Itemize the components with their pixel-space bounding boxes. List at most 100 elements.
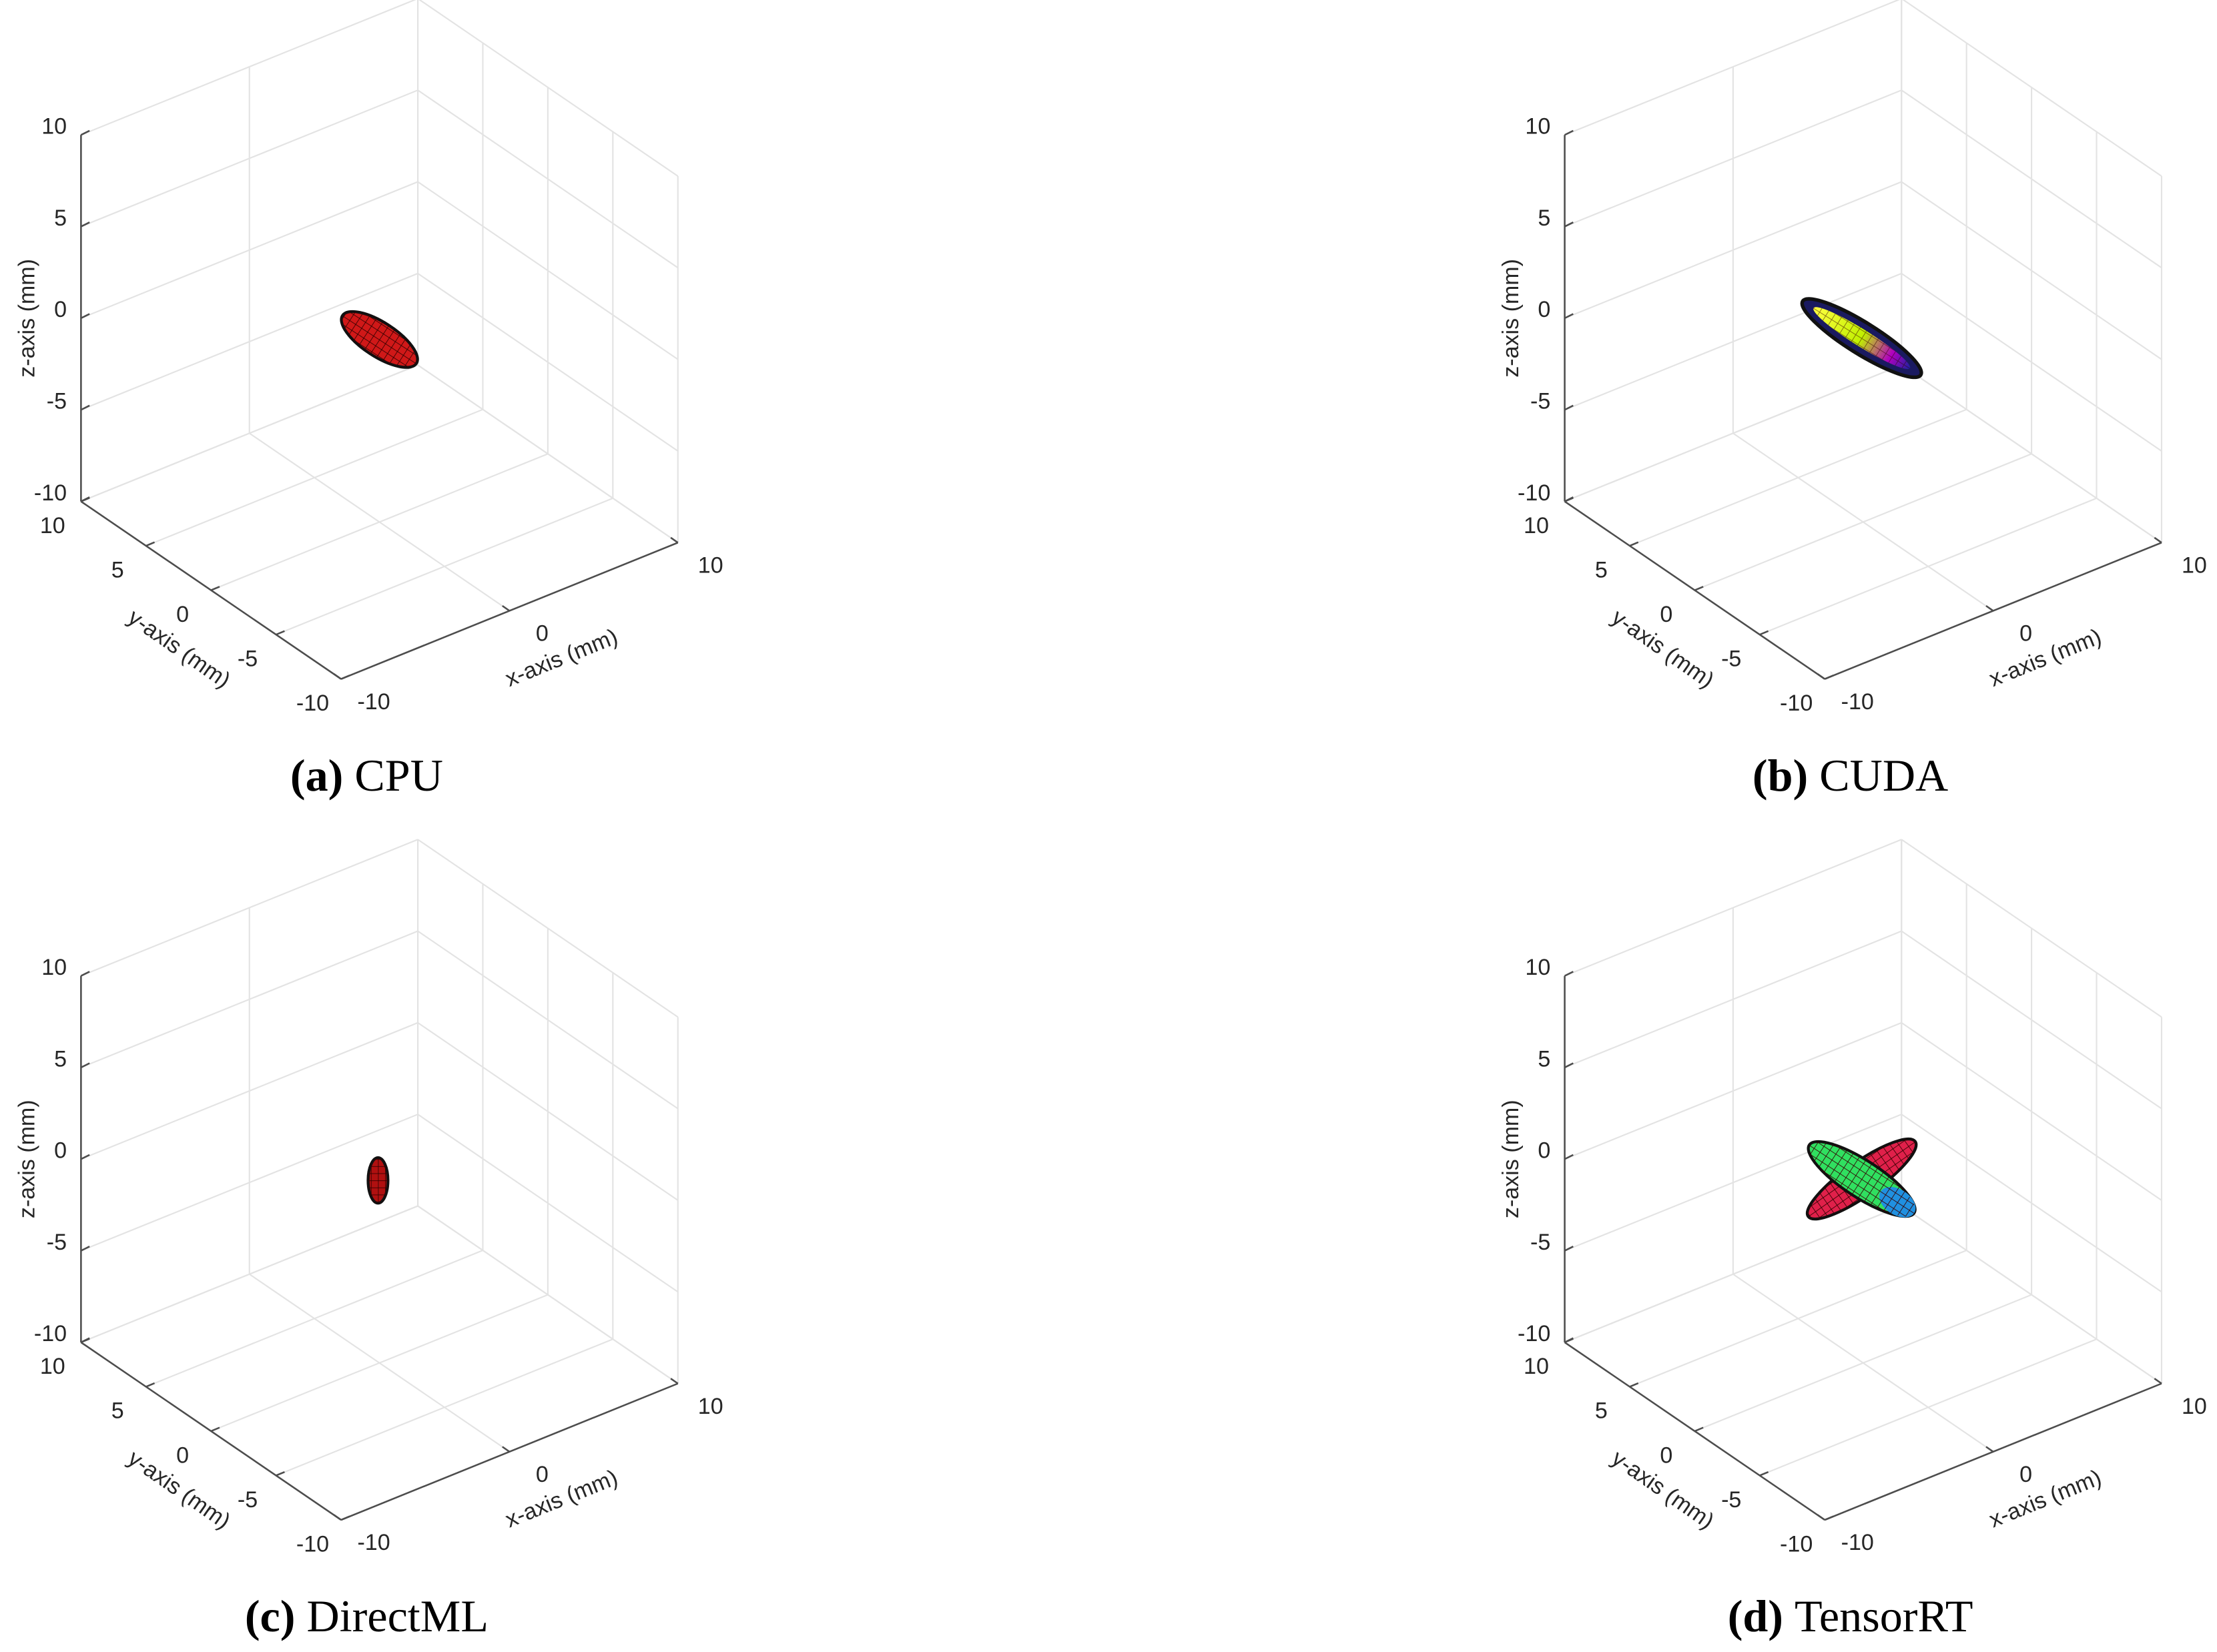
caption-text: CPU <box>354 749 443 800</box>
tick-mark <box>80 1154 90 1160</box>
grid-line <box>80 364 418 502</box>
tick-mark <box>80 497 90 502</box>
grid-line <box>145 1250 483 1388</box>
grid-line <box>1564 1205 1902 1343</box>
grid-line <box>1902 0 2162 177</box>
z-axis-label: z-axis (mm) <box>1498 259 1524 378</box>
tick-mark <box>80 129 90 136</box>
panel-label: (c) <box>245 1591 296 1641</box>
caption-text: CUDA <box>1819 749 1948 800</box>
z-tick-label: -5 <box>1530 1230 1550 1255</box>
grid-line <box>1901 272 2162 452</box>
y-tick-label: -5 <box>1721 1487 1741 1513</box>
grid-line <box>80 839 418 977</box>
z-axis-label: z-axis (mm) <box>1498 1100 1524 1218</box>
tick-mark <box>1817 673 1825 680</box>
x-tick-label: 0 <box>536 1462 549 1487</box>
z-tick-label: 10 <box>1525 955 1550 980</box>
y-tick-label: 5 <box>1595 1398 1608 1424</box>
tick-mark <box>1759 1471 1769 1477</box>
grid-line <box>1901 1114 2162 1293</box>
y-tick-label: -5 <box>238 646 258 671</box>
caption-text: TensorRT <box>1795 1591 1973 1641</box>
caption: (d) TensorRT <box>1728 1591 1973 1641</box>
y-tick-label: 10 <box>1524 1354 1549 1379</box>
z-tick-label: -10 <box>1518 480 1550 506</box>
grid-line <box>80 0 416 136</box>
tick-mark <box>340 675 350 680</box>
grid-line <box>210 1294 549 1432</box>
tick-mark <box>1824 675 1834 680</box>
z-tick-label: 0 <box>1538 297 1550 322</box>
caption: (c) DirectML <box>245 1591 489 1641</box>
panel-label: (b) <box>1753 749 1808 800</box>
y-tick-label: -10 <box>296 1531 329 1557</box>
tick-mark <box>145 541 155 547</box>
tick-mark <box>670 1378 679 1384</box>
y-tick-label: 10 <box>40 1354 65 1379</box>
z-tick-label: -10 <box>34 480 67 506</box>
tick-mark <box>502 1446 511 1453</box>
grid-line <box>1564 930 1902 1068</box>
tick-mark <box>276 1471 285 1477</box>
tick-mark <box>210 586 220 591</box>
x-tick-label: 10 <box>698 552 723 578</box>
z-tick-label: 0 <box>54 1138 67 1164</box>
tick-mark <box>80 222 90 228</box>
grid-line <box>1564 89 1902 228</box>
grid-line <box>1564 272 1902 411</box>
tick-mark <box>1629 1382 1639 1388</box>
y-tick-label: 5 <box>111 557 124 582</box>
grid-line <box>1564 1114 1902 1252</box>
surface <box>340 297 1923 1221</box>
grid-line <box>1564 839 1902 977</box>
z-tick-label: -5 <box>47 389 67 414</box>
grid-line <box>1901 1205 2162 1384</box>
y-tick-label: 0 <box>176 602 189 627</box>
caption: (b) CUDA <box>1753 749 1948 800</box>
tick-mark <box>145 1382 155 1388</box>
z-tick-label: 10 <box>1525 114 1550 139</box>
y-tick-label: 0 <box>1660 1442 1672 1468</box>
caption-text: DirectML <box>307 1591 489 1641</box>
z-tick-label: 5 <box>54 1046 67 1072</box>
x-tick-label: 10 <box>698 1394 723 1419</box>
tick-mark <box>80 313 90 320</box>
y-tick-label: -10 <box>1780 1531 1813 1557</box>
x-tick-label: -10 <box>357 1530 390 1555</box>
grid-line <box>1901 89 2162 269</box>
tick-mark <box>80 404 90 411</box>
grid-line <box>210 453 549 591</box>
x-tick-label: -10 <box>1841 689 1874 715</box>
grid-line <box>1694 453 2032 591</box>
y-tick-label: -10 <box>296 691 329 716</box>
tick-mark <box>502 604 511 612</box>
x-tick-label: 10 <box>2182 1394 2207 1419</box>
x-tick-label: 0 <box>2019 1462 2032 1487</box>
y-tick-label: 10 <box>1524 513 1549 538</box>
z-tick-label: 5 <box>54 205 67 231</box>
tick-mark <box>1629 541 1639 547</box>
y-tick-label: 10 <box>40 513 65 538</box>
tick-mark <box>1694 1426 1704 1432</box>
grid-line <box>417 930 679 1110</box>
tick-mark <box>1985 604 1994 612</box>
panel-label: (d) <box>1728 1591 1783 1641</box>
tick-mark <box>1564 1246 1574 1252</box>
y-tick-label: 0 <box>176 1442 189 1468</box>
y-tick-label: 5 <box>1595 557 1608 582</box>
grid-line <box>418 0 679 177</box>
z-tick-label: 0 <box>54 297 67 322</box>
grid-line <box>145 408 483 547</box>
grid-line <box>417 89 679 269</box>
grid-line <box>417 1021 679 1201</box>
y-tick-label: -10 <box>1780 691 1813 716</box>
tick-mark <box>210 1426 220 1432</box>
grid-line <box>80 89 418 228</box>
tick-mark <box>333 673 342 680</box>
grid-line <box>1901 930 2162 1110</box>
x-tick-label: 10 <box>2182 552 2207 578</box>
